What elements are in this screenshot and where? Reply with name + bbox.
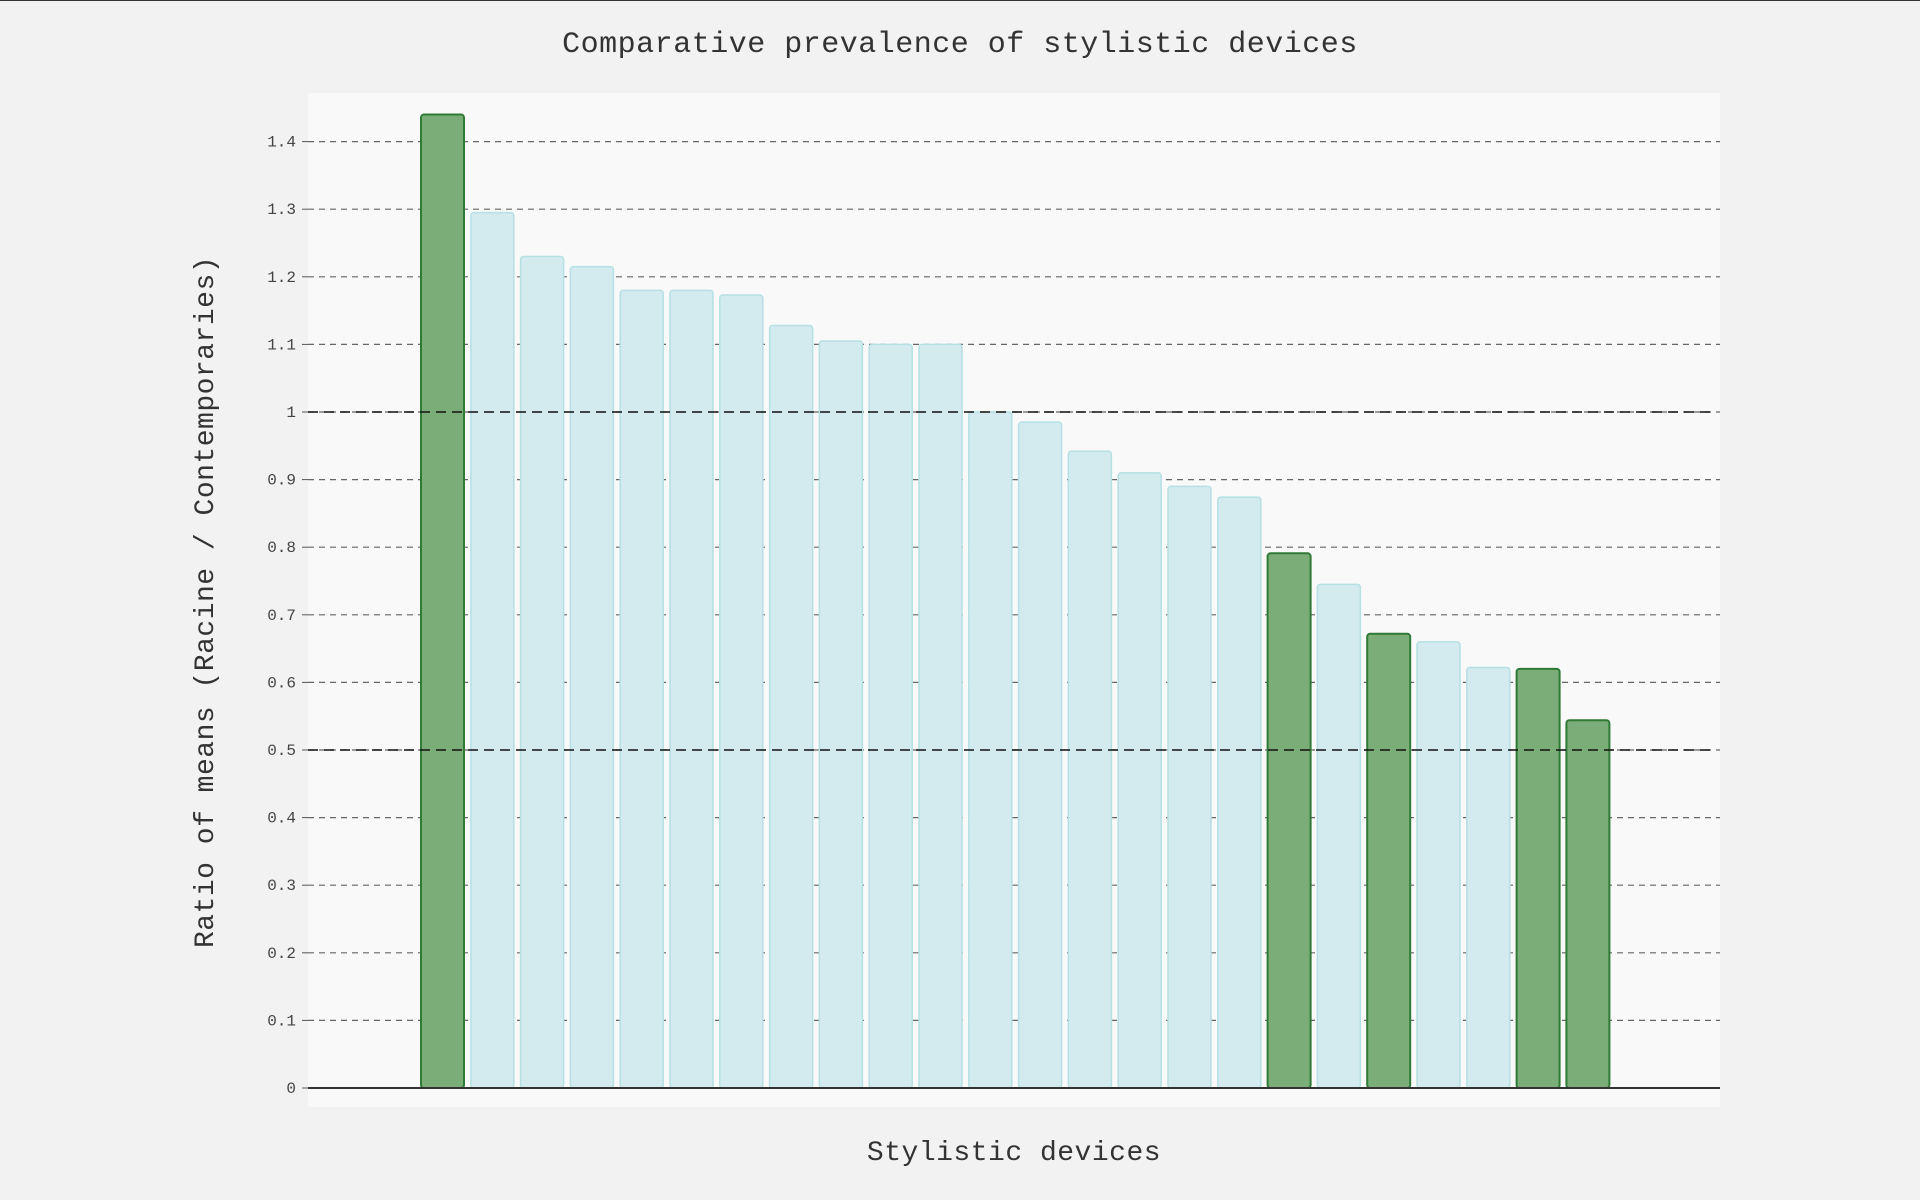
x-axis-label: Stylistic devices	[867, 1138, 1161, 1169]
y-tick-label: 0.1	[267, 1012, 296, 1030]
y-tick-label: 0.8	[267, 539, 296, 557]
bar	[1316, 583, 1362, 1089]
y-tick-label: 1.2	[267, 269, 296, 287]
bar	[1167, 485, 1212, 1089]
bar	[470, 211, 515, 1089]
y-tick-label: 0.3	[267, 877, 296, 895]
bar-highlighted	[1565, 719, 1611, 1089]
y-tick-label: 1.1	[267, 336, 296, 354]
y-tick-label: 0	[286, 1080, 296, 1098]
bar	[1067, 450, 1113, 1089]
y-tick-label: 0.4	[267, 810, 296, 828]
y-tick-label: 0.7	[267, 607, 296, 625]
bar	[768, 324, 814, 1089]
y-tick-label: 1.3	[267, 201, 296, 219]
bar-highlighted	[1366, 632, 1412, 1090]
y-axis-ticks: 0 0.1 0.2 0.3 0.4 0.5 0.6 0.7 0.8 0.9 1 1.1 1.2 1.3 1.…	[267, 134, 308, 1098]
bar	[918, 343, 963, 1089]
bar-highlighted	[1266, 552, 1312, 1089]
reference-lines	[308, 411, 1712, 751]
bar	[1416, 641, 1461, 1089]
bar	[519, 255, 565, 1089]
y-tick-label: 0.2	[267, 945, 296, 963]
bar	[1466, 666, 1511, 1089]
bar	[1117, 472, 1162, 1089]
y-tick-label: 1	[286, 404, 296, 422]
top-border	[0, 0, 1920, 1]
bar	[1017, 421, 1063, 1089]
y-axis-label: Ratio of means (Racine / Contemporaries)	[191, 256, 222, 948]
y-tick-label: 0.6	[267, 674, 296, 692]
bars	[420, 113, 1611, 1090]
bar	[818, 340, 864, 1089]
bar-highlighted	[1515, 667, 1561, 1089]
y-tick-label: 0.9	[267, 472, 296, 490]
bar-highlighted	[420, 113, 465, 1089]
chart-title: Comparative prevalence of stylistic devi…	[562, 28, 1358, 62]
bar	[619, 289, 664, 1089]
y-tick-label: 1.4	[267, 134, 296, 152]
bar	[669, 289, 714, 1089]
bar	[569, 265, 615, 1089]
bar	[1217, 496, 1262, 1089]
bar	[719, 294, 764, 1089]
y-tick-label: 0.5	[267, 742, 296, 760]
bar	[868, 343, 913, 1089]
